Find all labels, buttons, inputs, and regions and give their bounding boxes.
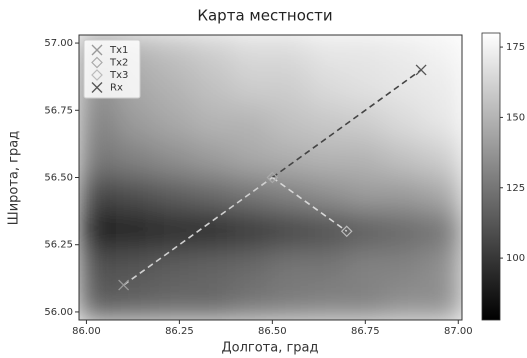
heat-cell xyxy=(384,248,424,286)
heat-cell xyxy=(346,248,386,286)
heat-cell xyxy=(231,34,271,72)
colorbar-tick-label: 125 xyxy=(506,183,525,194)
heat-cell xyxy=(308,248,348,286)
heat-cell xyxy=(155,212,195,250)
heat-cell xyxy=(423,248,463,286)
heat-cell xyxy=(116,105,156,143)
heat-cell xyxy=(78,141,118,179)
heat-cell xyxy=(346,177,386,215)
heat-cell xyxy=(384,34,424,72)
heat-cell xyxy=(423,70,463,108)
heat-cell xyxy=(193,283,233,321)
heat-cell xyxy=(308,70,348,108)
chart: Карта местности Долгота, град Широта, гр… xyxy=(0,0,527,358)
heat-cell xyxy=(308,283,348,321)
legend-label: Rx xyxy=(110,83,123,94)
heat-cell xyxy=(270,70,310,108)
heat-cell xyxy=(384,141,424,179)
y-tick-label: 56.50 xyxy=(44,173,73,184)
heat-cell xyxy=(193,248,233,286)
heat-cell xyxy=(155,141,195,179)
heat-cell xyxy=(270,283,310,321)
heat-cell xyxy=(78,177,118,215)
heat-cell xyxy=(423,34,463,72)
heat-cell xyxy=(384,283,424,321)
x-tick-label: 86.75 xyxy=(351,326,380,337)
heat-cell xyxy=(193,70,233,108)
heat-cell xyxy=(423,177,463,215)
heat-cell xyxy=(193,177,233,215)
heat-cell xyxy=(116,141,156,179)
heat-cell xyxy=(423,141,463,179)
heat-cell xyxy=(78,212,118,250)
heat-cell xyxy=(270,248,310,286)
heat-cell xyxy=(384,177,424,215)
heat-cell xyxy=(78,248,118,286)
y-tick-label: 56.25 xyxy=(44,240,73,251)
heat-cell xyxy=(384,70,424,108)
heat-cell xyxy=(270,177,310,215)
heat-cell xyxy=(155,105,195,143)
heat-cell xyxy=(308,105,348,143)
legend-label: Tx3 xyxy=(109,70,128,81)
heat-cell xyxy=(270,105,310,143)
heat-cell xyxy=(155,248,195,286)
heat-cell xyxy=(193,34,233,72)
heat-cell xyxy=(423,105,463,143)
heat-cell xyxy=(308,34,348,72)
heat-cell xyxy=(116,283,156,321)
heat-cell xyxy=(116,212,156,250)
colorbar-tick-label: 175 xyxy=(506,42,525,53)
x-tick-label: 86.25 xyxy=(165,326,194,337)
heat-cell xyxy=(231,141,271,179)
heat-cell xyxy=(346,34,386,72)
x-tick-label: 86.50 xyxy=(258,326,287,337)
heat-cell xyxy=(116,177,156,215)
legend-label: Tx2 xyxy=(109,58,128,69)
heat-cell xyxy=(384,212,424,250)
y-tick-label: 56.00 xyxy=(44,307,73,318)
heat-cell xyxy=(346,105,386,143)
heat-cell xyxy=(346,141,386,179)
heat-cell xyxy=(270,212,310,250)
heat-cell xyxy=(384,105,424,143)
heat-cell xyxy=(270,141,310,179)
heat-cell xyxy=(231,248,271,286)
colorbar-tick-label: 150 xyxy=(506,112,525,123)
heat-cell xyxy=(78,105,118,143)
heat-cell xyxy=(423,283,463,321)
chart-title: Карта местности xyxy=(197,7,332,25)
heat-cell xyxy=(231,105,271,143)
heat-cell xyxy=(231,70,271,108)
y-tick-label: 57.00 xyxy=(44,38,73,49)
heat-cell xyxy=(155,70,195,108)
heat-cell xyxy=(155,34,195,72)
heat-cell xyxy=(193,105,233,143)
heat-cell xyxy=(116,248,156,286)
x-axis-label: Долгота, град xyxy=(221,341,318,356)
heat-cell xyxy=(231,212,271,250)
legend-label: Tx1 xyxy=(109,45,128,56)
heat-cell xyxy=(423,212,463,250)
x-tick-label: 87.00 xyxy=(444,326,473,337)
colorbar xyxy=(482,33,500,320)
heat-cell xyxy=(155,283,195,321)
heat-cell xyxy=(78,283,118,321)
y-axis-label: Широта, град xyxy=(7,131,22,225)
heat-cell xyxy=(193,141,233,179)
heat-cell xyxy=(346,70,386,108)
heat-cell xyxy=(155,177,195,215)
heat-cell xyxy=(346,283,386,321)
heat-cell xyxy=(270,34,310,72)
colorbar-tick-label: 100 xyxy=(506,253,525,264)
y-tick-label: 56.75 xyxy=(44,105,73,116)
heat-cell xyxy=(231,283,271,321)
x-tick-label: 86.00 xyxy=(72,326,101,337)
